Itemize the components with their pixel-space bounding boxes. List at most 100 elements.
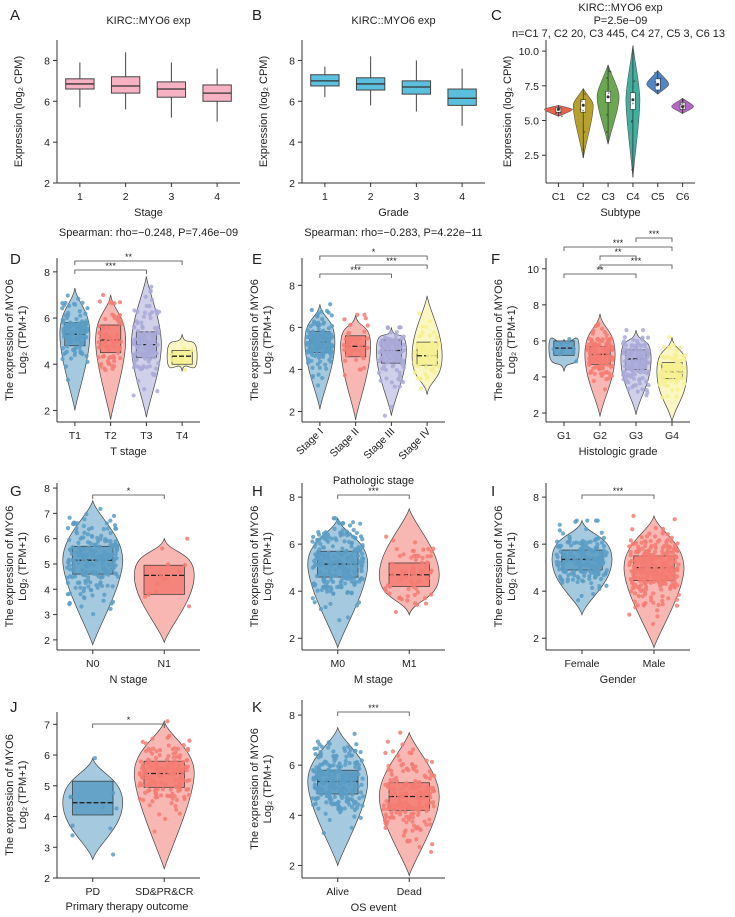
data-point xyxy=(588,547,593,552)
data-point xyxy=(358,790,364,795)
data-point xyxy=(589,341,595,346)
data-point xyxy=(131,393,136,398)
x-tick-label: N1 xyxy=(158,658,172,670)
x-tick-label: 2 xyxy=(368,191,374,203)
data-point xyxy=(75,580,80,585)
data-point xyxy=(631,576,636,581)
data-point xyxy=(93,549,98,554)
data-point xyxy=(101,527,106,532)
data-point xyxy=(600,551,606,556)
violin-point xyxy=(630,120,633,123)
data-point xyxy=(100,334,105,339)
data-point xyxy=(318,359,323,364)
data-point xyxy=(112,523,118,528)
data-point xyxy=(430,367,435,372)
data-point xyxy=(352,787,357,792)
data-point xyxy=(430,842,435,847)
data-point xyxy=(599,557,604,562)
data-point xyxy=(86,545,91,550)
data-point xyxy=(664,542,669,547)
y-axis-label-units: Log₂ (TPM+1) xyxy=(262,306,274,375)
data-point xyxy=(676,562,681,567)
data-point xyxy=(97,330,103,335)
significance-label: *** xyxy=(649,229,660,239)
data-point xyxy=(406,817,412,822)
data-point xyxy=(66,303,72,308)
data-point xyxy=(161,577,166,582)
data-point xyxy=(110,852,116,857)
data-point xyxy=(163,782,168,788)
data-point xyxy=(65,560,71,565)
data-point xyxy=(330,544,335,549)
data-point xyxy=(392,339,398,345)
data-point xyxy=(88,562,93,567)
data-point xyxy=(327,817,332,823)
data-point xyxy=(626,380,631,385)
data-point xyxy=(185,746,191,751)
data-point xyxy=(146,746,151,751)
data-point xyxy=(404,814,409,819)
data-point xyxy=(360,544,365,550)
data-point xyxy=(398,730,403,735)
data-point xyxy=(351,527,356,533)
data-point xyxy=(102,366,107,371)
data-point xyxy=(378,340,383,345)
data-point xyxy=(658,361,663,366)
data-point xyxy=(79,568,85,573)
data-point xyxy=(383,750,388,756)
data-point xyxy=(164,757,170,762)
data-point xyxy=(405,598,410,603)
data-point xyxy=(353,547,358,552)
data-point xyxy=(352,731,357,736)
data-point xyxy=(635,559,640,564)
violin-point xyxy=(608,70,611,72)
data-point xyxy=(655,578,661,583)
y-tick-label: 2 xyxy=(44,635,50,647)
data-point xyxy=(400,801,405,806)
data-point xyxy=(678,345,683,350)
data-point xyxy=(424,808,429,813)
data-point xyxy=(65,592,70,597)
data-point xyxy=(631,572,636,577)
data-point xyxy=(599,373,604,379)
data-point xyxy=(321,830,326,836)
significance-label: *** xyxy=(368,703,379,713)
data-point xyxy=(634,338,640,343)
significance-bracket xyxy=(599,255,637,260)
data-point xyxy=(672,576,677,581)
data-point xyxy=(430,352,435,357)
data-point xyxy=(74,529,79,534)
data-point xyxy=(98,506,103,511)
data-point xyxy=(167,733,172,738)
data-point xyxy=(630,362,635,368)
data-point xyxy=(144,365,149,370)
data-point xyxy=(312,342,317,347)
data-point xyxy=(397,384,402,389)
data-point xyxy=(602,387,608,392)
x-tick-label: G4 xyxy=(665,430,679,442)
data-point xyxy=(665,567,670,572)
data-point xyxy=(593,518,599,523)
data-point xyxy=(153,589,159,594)
data-point xyxy=(176,767,181,772)
significance-bracket xyxy=(319,255,428,260)
data-point xyxy=(425,374,430,379)
data-point xyxy=(645,371,650,376)
y-axis-label: The expression of MYO6 xyxy=(4,734,16,856)
data-point xyxy=(356,772,361,777)
data-point xyxy=(400,742,405,747)
data-point xyxy=(424,803,429,808)
box-N1 xyxy=(143,564,185,595)
data-point xyxy=(568,543,574,548)
data-point xyxy=(344,778,349,783)
data-point xyxy=(584,563,589,568)
data-point xyxy=(647,565,652,570)
data-point xyxy=(672,517,677,522)
violin-point xyxy=(654,81,657,83)
data-point xyxy=(186,787,191,792)
data-point xyxy=(398,576,404,582)
data-point xyxy=(115,332,120,338)
data-point xyxy=(325,761,330,767)
data-point xyxy=(313,752,318,757)
data-point xyxy=(173,777,178,782)
